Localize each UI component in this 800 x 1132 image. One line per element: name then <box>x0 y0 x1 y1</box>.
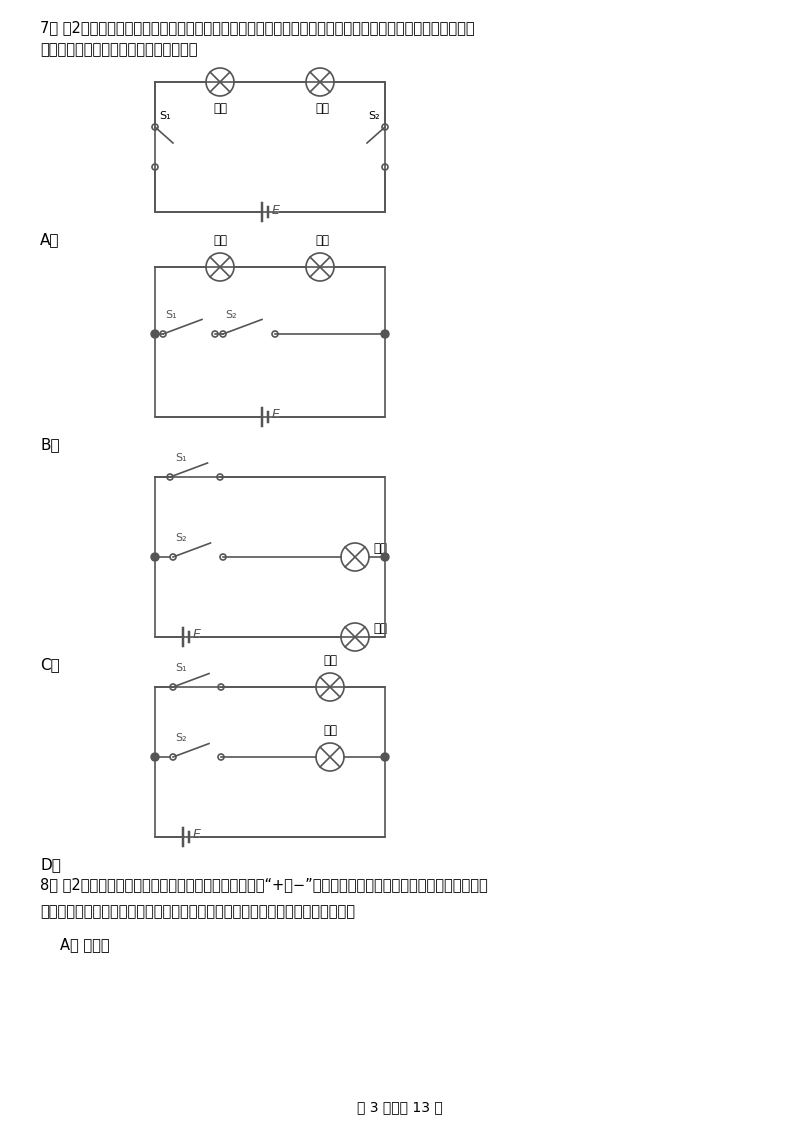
Text: S₂: S₂ <box>368 111 380 121</box>
Text: 第 3 页　共 13 页: 第 3 页 共 13 页 <box>357 1100 443 1114</box>
Text: D．: D． <box>40 857 61 872</box>
Text: E: E <box>193 628 201 642</box>
Text: 绿灯: 绿灯 <box>323 724 337 737</box>
Text: E: E <box>193 829 201 841</box>
Text: S₂: S₂ <box>175 533 186 543</box>
Text: 绿灯: 绿灯 <box>315 234 329 247</box>
Text: 红灯: 红灯 <box>373 542 387 556</box>
Text: C．: C． <box>40 657 60 672</box>
Text: S₁: S₁ <box>175 453 186 463</box>
Text: 红灯: 红灯 <box>323 654 337 667</box>
Text: 再加一种器材来辨别电池的正负极，以下选项中无法辨别电池正负极的是（　　）: 再加一种器材来辨别电池的正负极，以下选项中无法辨别电池正负极的是（ ） <box>40 904 355 919</box>
Text: B．: B． <box>40 437 60 452</box>
Circle shape <box>381 331 389 338</box>
Text: S₁: S₁ <box>175 663 186 674</box>
Text: 绿灯: 绿灯 <box>315 102 329 115</box>
Text: S₂: S₂ <box>225 310 237 320</box>
Text: A．: A． <box>40 232 59 247</box>
Text: S₁: S₁ <box>159 111 170 121</box>
Circle shape <box>381 554 389 561</box>
Circle shape <box>151 753 159 761</box>
Text: 绿灯的电路图，你认为可行的是（　　）: 绿灯的电路图，你认为可行的是（ ） <box>40 42 198 57</box>
Circle shape <box>151 331 159 338</box>
Text: 红灯: 红灯 <box>213 102 227 115</box>
Circle shape <box>381 753 389 761</box>
Text: A． 小灯泡: A． 小灯泡 <box>60 937 110 952</box>
Text: 7． （2分）某班同学在开展综合实践活动中，对十字路口的红续交通信号灯进行了观察，画出了下列控制红、: 7． （2分）某班同学在开展综合实践活动中，对十字路口的红续交通信号灯进行了观察… <box>40 20 474 35</box>
Text: S₁: S₁ <box>165 310 177 320</box>
Circle shape <box>151 554 159 561</box>
Text: 绿灯: 绿灯 <box>373 623 387 635</box>
Text: E: E <box>272 204 280 216</box>
Text: S₂: S₂ <box>175 734 186 743</box>
Text: 红灯: 红灯 <box>213 234 227 247</box>
Text: E: E <box>272 409 280 421</box>
Text: 8． （2分）小明同学有二个相同的新型电池，因电池的“+、−”极标记模糊不清，现有定值电阵、导线若干，: 8． （2分）小明同学有二个相同的新型电池，因电池的“+、−”极标记模糊不清，现… <box>40 877 488 892</box>
